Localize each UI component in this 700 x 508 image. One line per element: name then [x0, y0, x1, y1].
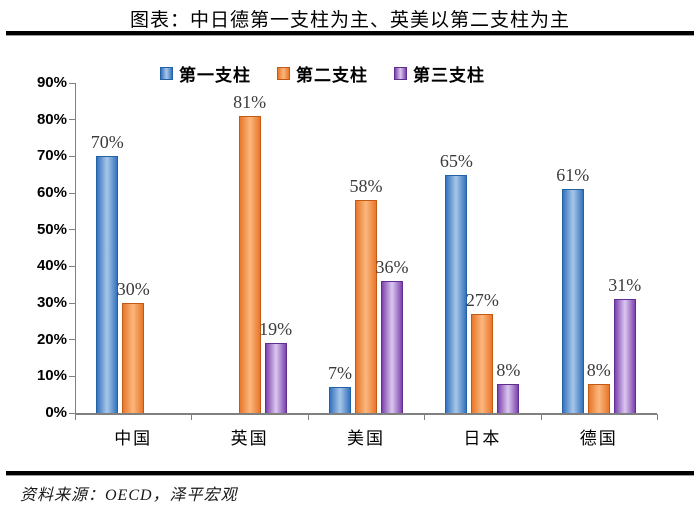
bar-label-series2-cat4: 27% — [465, 290, 499, 310]
bar-label-series3-cat5: 31% — [608, 275, 642, 296]
bar-series3-cat3 — [381, 281, 403, 413]
bar-label-series1-cat4: 65% — [439, 150, 473, 171]
bar-series2-cat4 — [471, 314, 494, 413]
y-tick — [69, 339, 75, 341]
legend-item-3: 第三支柱 — [394, 61, 485, 86]
chart-title: 图表：中日德第一支柱为主、英美以第二支柱为主 — [129, 10, 570, 31]
x-tick — [657, 414, 658, 420]
legend-item-label: 第二支柱 — [296, 66, 368, 85]
bar-label-series1-cat5: 61% — [556, 165, 590, 186]
y-axis-line — [75, 83, 76, 414]
x-tick — [191, 414, 193, 420]
bar-series1-cat1 — [96, 156, 119, 413]
bar-series2-cat3 — [355, 200, 377, 413]
y-tick-label: 10% — [36, 367, 67, 385]
bar-series2-cat5 — [587, 383, 610, 413]
top-divider-rule — [6, 31, 694, 36]
y-tick-label: 90% — [36, 74, 67, 91]
chart-legend: 第一支柱 第二支柱 第三支柱 — [0, 61, 645, 86]
bar-series1-cat4 — [445, 174, 468, 413]
legend-swatch-icon — [394, 67, 407, 80]
category-label-3: 美国 — [347, 429, 385, 448]
bar-series1-cat5 — [561, 189, 584, 413]
bar-label-series2-cat3: 58% — [349, 176, 383, 197]
y-tick-label: 60% — [36, 184, 67, 201]
y-tick — [69, 119, 75, 121]
legend-item-2: 第二支柱 — [277, 61, 368, 86]
bar-label-series1-cat1: 70% — [90, 132, 124, 153]
legend-item-1: 第一支柱 — [160, 61, 251, 86]
y-tick — [69, 192, 75, 194]
x-tick — [307, 414, 309, 420]
y-tick-label: 0% — [45, 404, 67, 421]
y-tick-label: 50% — [36, 220, 67, 238]
bar-series3-cat5 — [613, 299, 636, 413]
bar-label-series3-cat2: 19% — [259, 319, 293, 340]
source-attribution: 资料来源：OECD，泽平宏观 — [20, 487, 238, 504]
bar-series3-cat2 — [264, 343, 287, 413]
y-tick — [69, 155, 75, 157]
bar-series1-cat3 — [329, 387, 351, 413]
y-tick-label: 30% — [36, 294, 67, 311]
bar-label-series1-cat3: 7% — [328, 363, 352, 384]
x-axis-line — [75, 413, 657, 415]
category-label-5: 德国 — [579, 429, 618, 448]
x-tick — [540, 414, 542, 420]
legend-item-label: 第一支柱 — [179, 66, 251, 85]
bar-label-series3-cat4: 8% — [496, 359, 521, 380]
y-tick-label: 40% — [36, 257, 67, 275]
y-tick — [69, 82, 75, 84]
x-tick — [424, 414, 426, 420]
bar-series2-cat2 — [238, 116, 261, 413]
y-tick-label: 80% — [36, 110, 67, 128]
category-label-2: 英国 — [230, 429, 269, 448]
x-tick — [75, 414, 76, 420]
bar-label-series2-cat2: 81% — [233, 92, 267, 112]
bar-series2-cat1 — [122, 303, 145, 413]
bar-label-series3-cat3: 36% — [375, 257, 409, 277]
y-tick — [69, 265, 75, 267]
y-tick — [69, 302, 75, 304]
y-tick-label: 20% — [36, 330, 67, 348]
y-tick — [69, 229, 75, 231]
y-tick — [69, 412, 75, 414]
category-label-4: 日本 — [463, 429, 502, 448]
legend-swatch-icon — [160, 67, 173, 80]
category-label-1: 中国 — [114, 429, 153, 448]
bar-label-series2-cat1: 30% — [116, 279, 150, 299]
bar-series3-cat4 — [497, 383, 520, 413]
y-tick — [69, 375, 75, 377]
legend-item-label: 第三支柱 — [413, 66, 485, 85]
bottom-divider-rule — [6, 471, 694, 476]
y-tick-label: 70% — [36, 147, 67, 165]
bar-label-series2-cat5: 8% — [586, 359, 611, 380]
legend-swatch-icon — [277, 67, 290, 80]
